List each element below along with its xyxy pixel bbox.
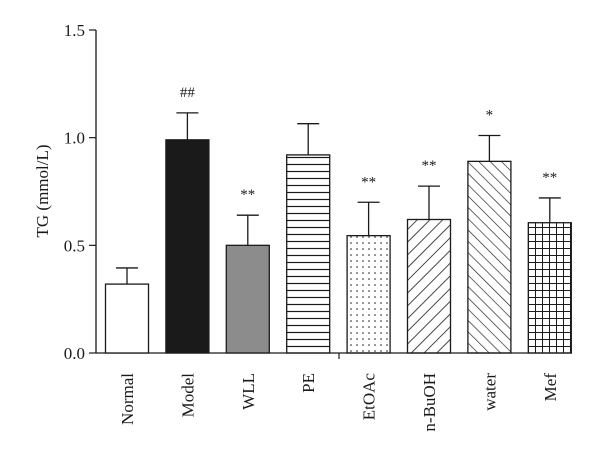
y-tick-label: 0.5 [64, 236, 85, 255]
bar-etoac [346, 234, 391, 354]
x-axis-ticks: Normal Model WLL PE EtOAc n-BuOH water Mef [118, 373, 560, 432]
bar-pe [286, 154, 331, 354]
significance-marker: ** [422, 158, 437, 174]
bar-n-buoh [406, 218, 452, 354]
bar-normal [104, 283, 150, 354]
x-tick-label: PE [299, 373, 318, 393]
x-tick-label: WLL [239, 373, 258, 410]
significance-marker: ** [361, 174, 376, 190]
x-tick-label: EtOAc [360, 373, 379, 421]
x-tick-label: n-BuOH [420, 373, 439, 432]
bar-mef [527, 222, 572, 354]
y-tick-label: 1.5 [64, 21, 85, 40]
significance-marker: ## [180, 85, 196, 101]
significance-marker: ** [542, 170, 557, 186]
significance-marker: * [486, 108, 494, 124]
bar-wll [225, 244, 270, 354]
y-tick-label: 0.0 [64, 344, 85, 363]
x-tick-label: Model [178, 373, 197, 418]
y-tick-label: 1.0 [64, 129, 85, 148]
x-tick-label: Normal [118, 373, 137, 425]
bar-model [165, 139, 210, 354]
x-tick-label: Mef [541, 373, 560, 402]
y-axis-ticks: 0.0 0.5 1.0 1.5 [64, 21, 96, 363]
x-tick-label: water [480, 373, 499, 411]
error-bars [116, 112, 561, 285]
bar-water [467, 160, 512, 354]
significance-markers: ##********* [180, 85, 557, 203]
significance-marker: ** [240, 187, 255, 203]
bars [104, 139, 572, 354]
y-axis-label: TG (mmol/L) [33, 144, 52, 237]
